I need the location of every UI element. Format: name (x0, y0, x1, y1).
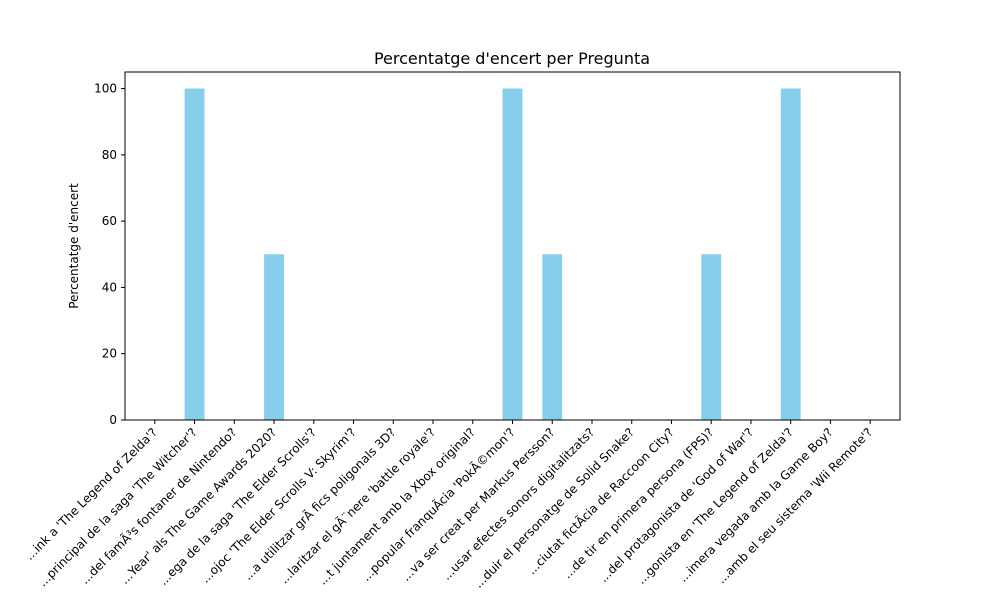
y-tick-label: 60 (102, 214, 117, 228)
x-axis-ticks: ...ink a 'The Legend of Zelda'?...princi… (22, 420, 875, 591)
chart-title: Percentatge d'encert per Pregunta (374, 49, 650, 68)
x-tick-label: ...ciutat fictÃ­cia de Raccoon City? (524, 425, 677, 578)
y-tick-label: 0 (109, 413, 117, 427)
y-tick-label: 40 (102, 280, 117, 294)
bars-layer (184, 88, 801, 420)
y-tick-label: 20 (102, 347, 117, 361)
y-axis-label: Percentatge d'encert (67, 183, 81, 309)
y-tick-label: 100 (94, 82, 117, 96)
bar (701, 254, 722, 420)
bar (780, 88, 801, 420)
bar (264, 254, 284, 420)
plot-frame (124, 71, 901, 421)
bar (542, 254, 563, 420)
bar (184, 88, 205, 420)
y-axis-ticks: 0 20 40 60 80 100 (94, 82, 125, 427)
bar (502, 88, 523, 420)
y-tick-label: 80 (102, 148, 117, 162)
